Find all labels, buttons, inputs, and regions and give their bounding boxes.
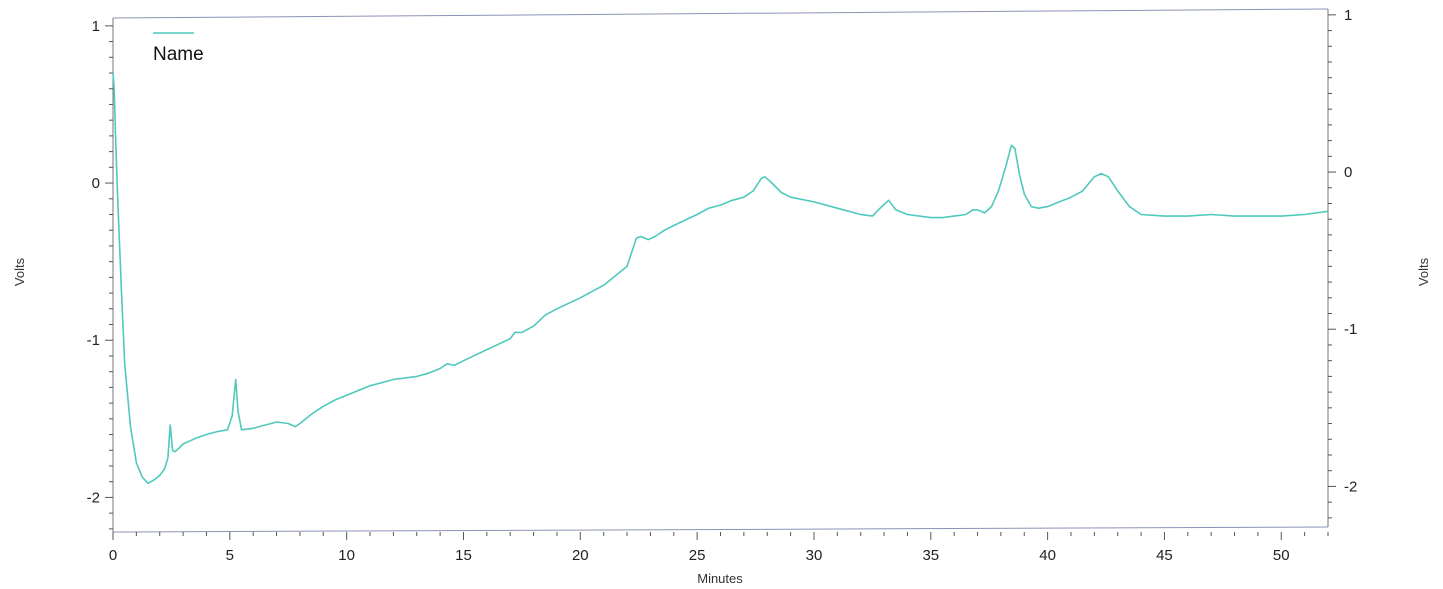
right-y-axis-title: Volts xyxy=(1416,257,1431,286)
left-y-tick-label: 0 xyxy=(92,175,100,192)
left-y-axis-title: Volts xyxy=(12,257,27,286)
frame-bottom-line xyxy=(112,526,1329,533)
right-y-tick-label: 0 xyxy=(1344,164,1352,181)
x-tick-label: 50 xyxy=(1273,547,1290,564)
x-axis-title: Minutes xyxy=(697,571,743,586)
legend-label: Name xyxy=(153,44,204,65)
x-tick-label: 45 xyxy=(1156,547,1173,564)
x-tick-label: 15 xyxy=(455,547,472,564)
x-tick-label: 20 xyxy=(572,547,589,564)
series-layer xyxy=(112,72,1329,485)
left-y-tick-label: 1 xyxy=(92,18,100,35)
right-y-tick-label: -1 xyxy=(1344,321,1357,338)
legend: Name xyxy=(153,32,204,65)
plot-area: 0 5 10 15 20 25 30 35 40 45 50 10-1-2 10-1-2 xyxy=(87,7,1358,564)
left-y-tick-label: -2 xyxy=(87,489,100,506)
x-tick-label: 10 xyxy=(338,547,355,564)
x-tick-label: 40 xyxy=(1039,547,1056,564)
right-y-axis-ticks: 1 0 -1 -2 xyxy=(1328,7,1357,519)
left-y-axis-ticks: 1 0 -1 -2 xyxy=(87,18,113,530)
series-line-1 xyxy=(112,72,1329,485)
x-tick-label: 5 xyxy=(226,547,234,564)
x-tick-label: 30 xyxy=(806,547,823,564)
x-tick-label: 25 xyxy=(689,547,706,564)
x-tick-label: 35 xyxy=(922,547,939,564)
x-tick-label: 0 xyxy=(109,547,117,564)
x-axis-ticks: 0 5 10 15 20 25 30 35 40 45 50 xyxy=(109,532,1329,564)
left-y-tick-label: -1 xyxy=(87,332,100,349)
right-y-tick-label: 1 xyxy=(1344,7,1352,24)
frame-top-line xyxy=(112,8,1329,19)
right-y-tick-label: -2 xyxy=(1344,478,1357,495)
